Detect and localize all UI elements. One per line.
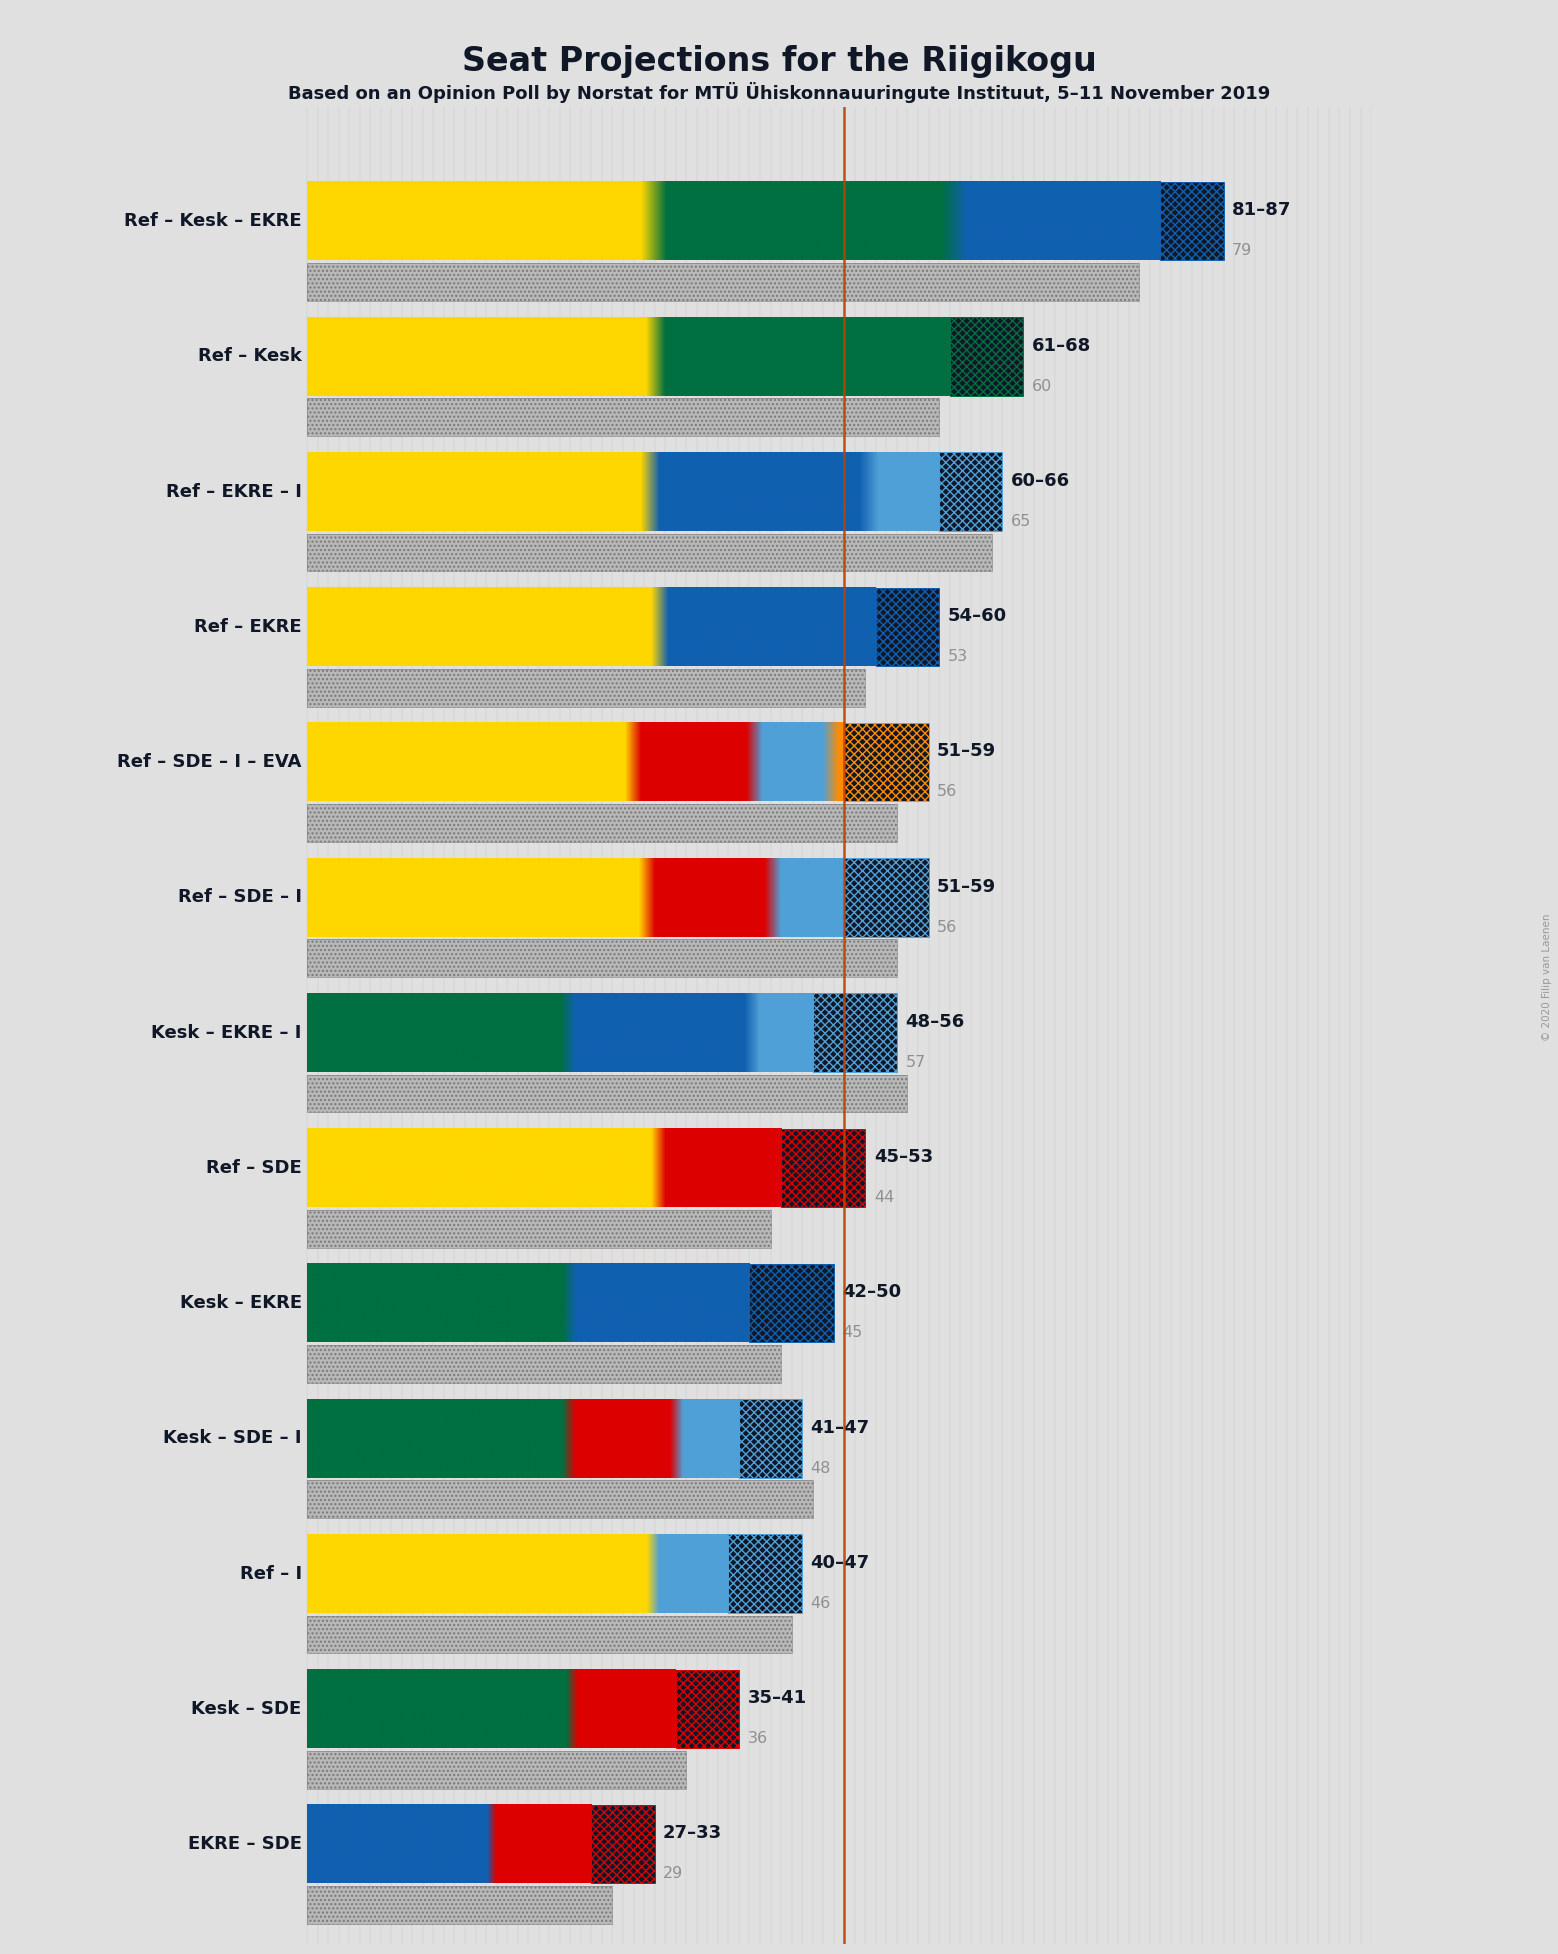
Bar (307, 1344, 781, 1383)
Text: Ref – Kesk – EKRE: Ref – Kesk – EKRE (125, 213, 302, 231)
Text: Kesk – EKRE – I: Kesk – EKRE – I (151, 1024, 302, 1041)
Text: 44: 44 (874, 1190, 894, 1206)
Bar (939, 453, 1002, 531)
Bar (749, 1264, 834, 1342)
Bar (307, 399, 939, 436)
Text: Kesk – SDE: Kesk – SDE (192, 1700, 302, 1718)
Bar (307, 803, 897, 842)
Bar (307, 264, 1139, 301)
Bar (876, 588, 939, 666)
Bar (592, 1805, 654, 1884)
Text: 41–47: 41–47 (810, 1419, 869, 1436)
Text: Ref – EKRE – I: Ref – EKRE – I (165, 483, 302, 500)
Bar (307, 940, 897, 977)
Text: Seat Projections for the Riigikogu: Seat Projections for the Riigikogu (461, 45, 1097, 78)
Text: 46: 46 (810, 1596, 830, 1610)
Bar (307, 668, 865, 707)
Text: EKRE – SDE: EKRE – SDE (187, 1835, 302, 1852)
Text: 29: 29 (664, 1866, 684, 1882)
Bar (307, 1481, 813, 1518)
Bar (307, 264, 1139, 301)
Bar (307, 940, 897, 977)
Bar (749, 1264, 834, 1342)
Bar (307, 1210, 771, 1249)
Bar (676, 1669, 738, 1749)
Bar (307, 668, 865, 707)
Text: 27–33: 27–33 (664, 1825, 723, 1843)
Bar (307, 803, 897, 842)
Bar (781, 1129, 865, 1208)
Text: 57: 57 (905, 1055, 925, 1071)
Bar (307, 1886, 612, 1925)
Text: Kesk – EKRE: Kesk – EKRE (179, 1294, 302, 1313)
Text: 56: 56 (936, 920, 957, 934)
Bar (950, 317, 1024, 395)
Bar (844, 858, 929, 936)
Text: 65: 65 (1011, 514, 1031, 530)
Text: 45–53: 45–53 (874, 1149, 933, 1167)
Text: 35–41: 35–41 (748, 1688, 807, 1708)
Bar (307, 1886, 612, 1925)
Bar (1161, 182, 1223, 260)
Bar (676, 1669, 738, 1749)
Text: Ref – EKRE: Ref – EKRE (195, 617, 302, 635)
Text: 36: 36 (748, 1731, 768, 1747)
Bar (813, 993, 897, 1073)
Bar (307, 399, 939, 436)
Text: Kesk – SDE – I: Kesk – SDE – I (164, 1430, 302, 1448)
Text: 40–47: 40–47 (810, 1553, 869, 1571)
Bar (307, 1075, 907, 1112)
Bar (307, 1075, 907, 1112)
Bar (844, 723, 929, 801)
Bar (729, 1534, 802, 1612)
Text: 56: 56 (936, 784, 957, 799)
Bar (876, 588, 939, 666)
Text: 42–50: 42–50 (843, 1284, 901, 1301)
Bar (307, 533, 992, 571)
Bar (1161, 182, 1223, 260)
Text: Based on an Opinion Poll by Norstat for MTÜ Ühiskonnauuringute Instituut, 5–11 N: Based on an Opinion Poll by Norstat for … (288, 82, 1270, 104)
Text: 60: 60 (1031, 379, 1052, 393)
Bar (592, 1805, 654, 1884)
Bar (307, 1751, 686, 1788)
Bar (844, 858, 929, 936)
Bar (738, 1399, 802, 1477)
Text: 61–68: 61–68 (1031, 336, 1091, 354)
Bar (950, 317, 1024, 395)
Text: 54–60: 54–60 (947, 608, 1006, 625)
Bar (729, 1534, 802, 1612)
Text: 51–59: 51–59 (936, 743, 996, 760)
Text: 48–56: 48–56 (905, 1012, 964, 1032)
Text: Ref – SDE – I – EVA: Ref – SDE – I – EVA (117, 752, 302, 772)
Text: Ref – SDE – I: Ref – SDE – I (178, 889, 302, 907)
Text: 60–66: 60–66 (1011, 471, 1070, 490)
Text: 48: 48 (810, 1462, 830, 1475)
Bar (781, 1129, 865, 1208)
Text: Ref – I: Ref – I (240, 1565, 302, 1583)
Text: 81–87: 81–87 (1232, 201, 1292, 219)
Bar (307, 1616, 791, 1653)
Bar (307, 1751, 686, 1788)
Bar (844, 723, 929, 801)
Bar (307, 1481, 813, 1518)
Text: Ref – SDE: Ref – SDE (206, 1159, 302, 1176)
Text: 45: 45 (843, 1325, 863, 1340)
Bar (813, 993, 897, 1073)
Bar (738, 1399, 802, 1477)
Bar (307, 1344, 781, 1383)
Text: © 2020 Filip van Laenen: © 2020 Filip van Laenen (1542, 913, 1552, 1041)
Bar (307, 533, 992, 571)
Bar (307, 1616, 791, 1653)
Text: 79: 79 (1232, 244, 1253, 258)
Text: 51–59: 51–59 (936, 877, 996, 895)
Text: 53: 53 (947, 649, 968, 664)
Text: Ref – Kesk: Ref – Kesk (198, 348, 302, 365)
Bar (307, 1210, 771, 1249)
Bar (939, 453, 1002, 531)
